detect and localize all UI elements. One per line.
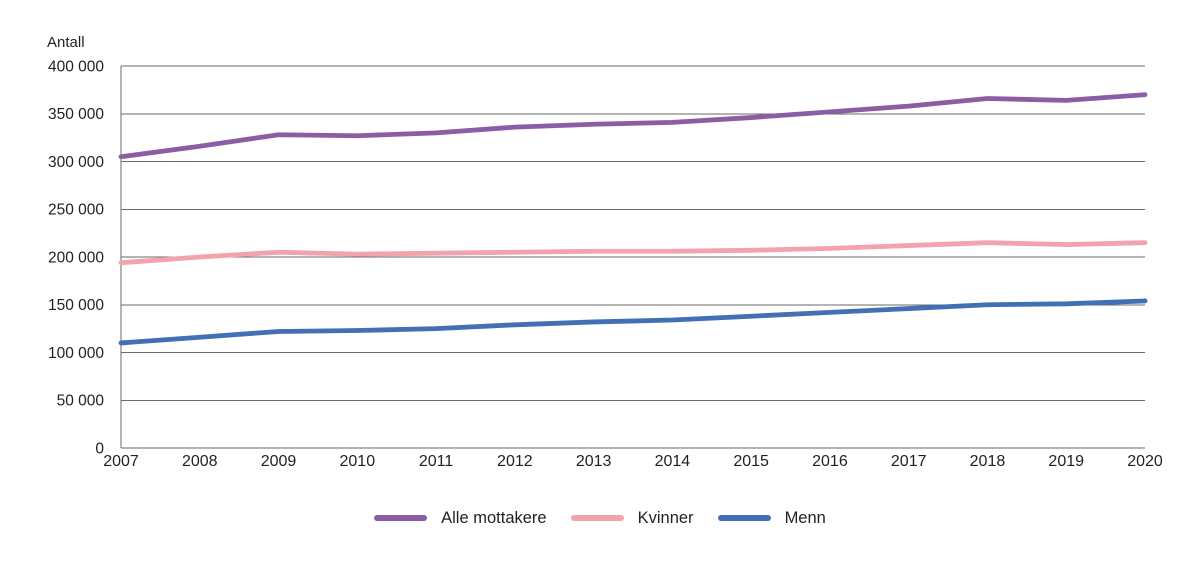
legend-item-alle-mottakere: Alle mottakere — [374, 507, 547, 529]
y-tick-label: 250 000 — [48, 202, 104, 219]
x-tick-label: 2018 — [970, 453, 1006, 470]
legend-label: Menn — [784, 509, 826, 527]
legend-swatch — [570, 515, 624, 521]
x-tick-label: 2011 — [419, 453, 454, 470]
x-tick-label: 2013 — [576, 453, 612, 470]
series-line-alle-mottakere — [118, 92, 1148, 160]
y-tick-label: 400 000 — [48, 58, 104, 75]
y-axis-title: Antall — [47, 34, 85, 51]
x-tick-label: 2012 — [497, 453, 533, 470]
legend-item-menn: Menn — [717, 507, 826, 529]
legend-label: Alle mottakere — [441, 509, 547, 527]
x-tick-label: 2020 — [1127, 453, 1163, 470]
x-tick-label: 2019 — [1048, 453, 1084, 470]
line-chart-plot: 0 50 000 100 000 150 000 200 000 250 000 300 0… — [48, 58, 1163, 470]
y-tick-label: 200 000 — [48, 249, 104, 266]
y-tick-label: 100 000 — [48, 345, 104, 362]
x-tick-label: 2009 — [261, 453, 297, 470]
series-line-kvinner — [118, 240, 1148, 266]
series-line-menn — [118, 298, 1148, 346]
legend-swatch — [374, 515, 428, 521]
legend-swatch — [717, 515, 771, 521]
legend-label: Kvinner — [637, 509, 694, 527]
chart-legend: Alle mottakere Kvinner Menn — [0, 507, 1200, 529]
y-tick-label: 350 000 — [48, 106, 104, 123]
x-tick-label: 2010 — [340, 453, 376, 470]
x-tick-label: 2014 — [655, 453, 691, 470]
y-tick-label: 150 000 — [48, 297, 104, 314]
x-tick-label: 2015 — [733, 453, 769, 470]
y-tick-label: 50 000 — [57, 393, 105, 410]
y-tick-label: 0 — [95, 440, 104, 457]
y-tick-label: 300 000 — [48, 154, 104, 171]
x-tick-label: 2008 — [182, 453, 218, 470]
x-tick-label: 2017 — [891, 453, 927, 470]
x-tick-label: 2016 — [812, 453, 848, 470]
x-tick-label: 2007 — [103, 453, 139, 470]
legend-item-kvinner: Kvinner — [570, 507, 694, 529]
